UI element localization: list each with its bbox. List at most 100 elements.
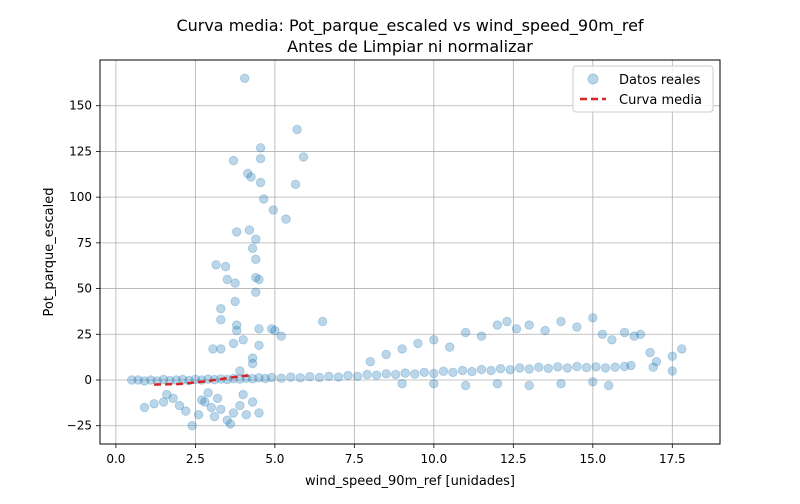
data-point	[543, 363, 554, 374]
data-point	[429, 379, 439, 389]
data-point	[216, 304, 226, 314]
data-point	[216, 344, 226, 354]
data-point	[397, 379, 407, 389]
data-point	[429, 368, 439, 379]
data-point	[290, 179, 301, 190]
data-point	[629, 331, 639, 341]
y-tick-label: 125	[69, 144, 92, 158]
data-point	[292, 124, 302, 135]
data-point	[235, 400, 245, 411]
grid	[100, 60, 720, 444]
data-point	[419, 367, 430, 378]
data-point	[626, 360, 636, 371]
data-point	[212, 393, 223, 404]
data-point	[247, 374, 258, 384]
data-point	[651, 357, 662, 367]
data-point	[139, 402, 150, 413]
data-point	[225, 419, 236, 429]
data-point	[667, 351, 678, 361]
data-point	[222, 274, 232, 285]
chart-subtitle: Antes de Limpiar ni normalizar	[287, 37, 533, 56]
data-point	[600, 363, 611, 373]
data-point	[511, 324, 522, 334]
data-point	[220, 261, 231, 272]
data-point	[255, 177, 266, 188]
data-point	[295, 373, 306, 383]
data-point	[438, 366, 449, 376]
data-point	[460, 380, 471, 391]
data-point	[317, 316, 328, 327]
data-point	[619, 361, 630, 372]
data-point	[281, 214, 291, 224]
data-point	[254, 324, 264, 334]
y-tick-label: 100	[69, 190, 92, 204]
data-point	[174, 400, 185, 411]
data-point	[591, 362, 601, 372]
legend-box	[572, 65, 714, 113]
data-point	[222, 415, 232, 425]
data-point	[556, 316, 566, 327]
data-point	[187, 421, 197, 431]
y-tick-label: 0	[84, 373, 92, 387]
data-point	[588, 313, 598, 323]
data-point	[251, 272, 261, 283]
data-point	[270, 325, 280, 336]
data-point	[255, 143, 266, 153]
data-point	[534, 362, 544, 372]
data-point	[524, 380, 534, 391]
scatter-points	[127, 73, 687, 431]
data-point	[203, 388, 213, 398]
data-point	[457, 365, 468, 376]
data-point	[216, 404, 226, 415]
data-point	[505, 365, 515, 375]
data-point	[231, 320, 242, 330]
data-point	[246, 172, 256, 182]
data-point	[515, 363, 525, 373]
data-point	[133, 375, 143, 385]
data-point	[298, 152, 309, 162]
data-point	[247, 353, 258, 363]
data-point	[206, 402, 217, 413]
data-point	[231, 325, 242, 336]
data-point	[181, 406, 191, 416]
data-point	[445, 342, 455, 352]
data-point	[365, 357, 376, 367]
data-point	[677, 344, 687, 354]
data-point	[572, 322, 582, 332]
x-tick-label: 7.5	[345, 452, 364, 466]
data-point	[247, 358, 258, 369]
data-point	[492, 320, 503, 330]
data-point	[429, 335, 439, 345]
data-point	[524, 320, 534, 330]
data-point	[211, 260, 221, 270]
data-point	[149, 399, 159, 409]
chart-title: Curva media: Pot_parque_escaled vs wind_…	[176, 16, 643, 36]
legend: Datos reales Curva media	[572, 65, 714, 113]
data-point	[254, 274, 264, 285]
data-point	[400, 368, 410, 378]
data-point	[495, 364, 506, 374]
data-point	[228, 408, 239, 418]
data-point	[243, 168, 253, 179]
data-point	[352, 371, 363, 382]
y-tick-label: 50	[77, 282, 92, 296]
data-point	[553, 362, 563, 372]
data-point	[158, 374, 169, 385]
data-point	[540, 325, 550, 336]
data-point	[397, 344, 407, 354]
data-point	[251, 287, 261, 297]
data-point	[476, 331, 487, 341]
data-point	[231, 227, 242, 237]
data-point	[146, 375, 156, 385]
data-point	[502, 316, 512, 327]
data-point	[200, 397, 210, 407]
data-point	[228, 155, 239, 166]
x-tick-label: 15.0	[579, 452, 606, 466]
data-point	[235, 366, 245, 376]
data-point	[276, 373, 286, 383]
data-point	[333, 372, 344, 382]
data-point	[648, 362, 658, 372]
mean-curve-layer	[154, 374, 252, 386]
